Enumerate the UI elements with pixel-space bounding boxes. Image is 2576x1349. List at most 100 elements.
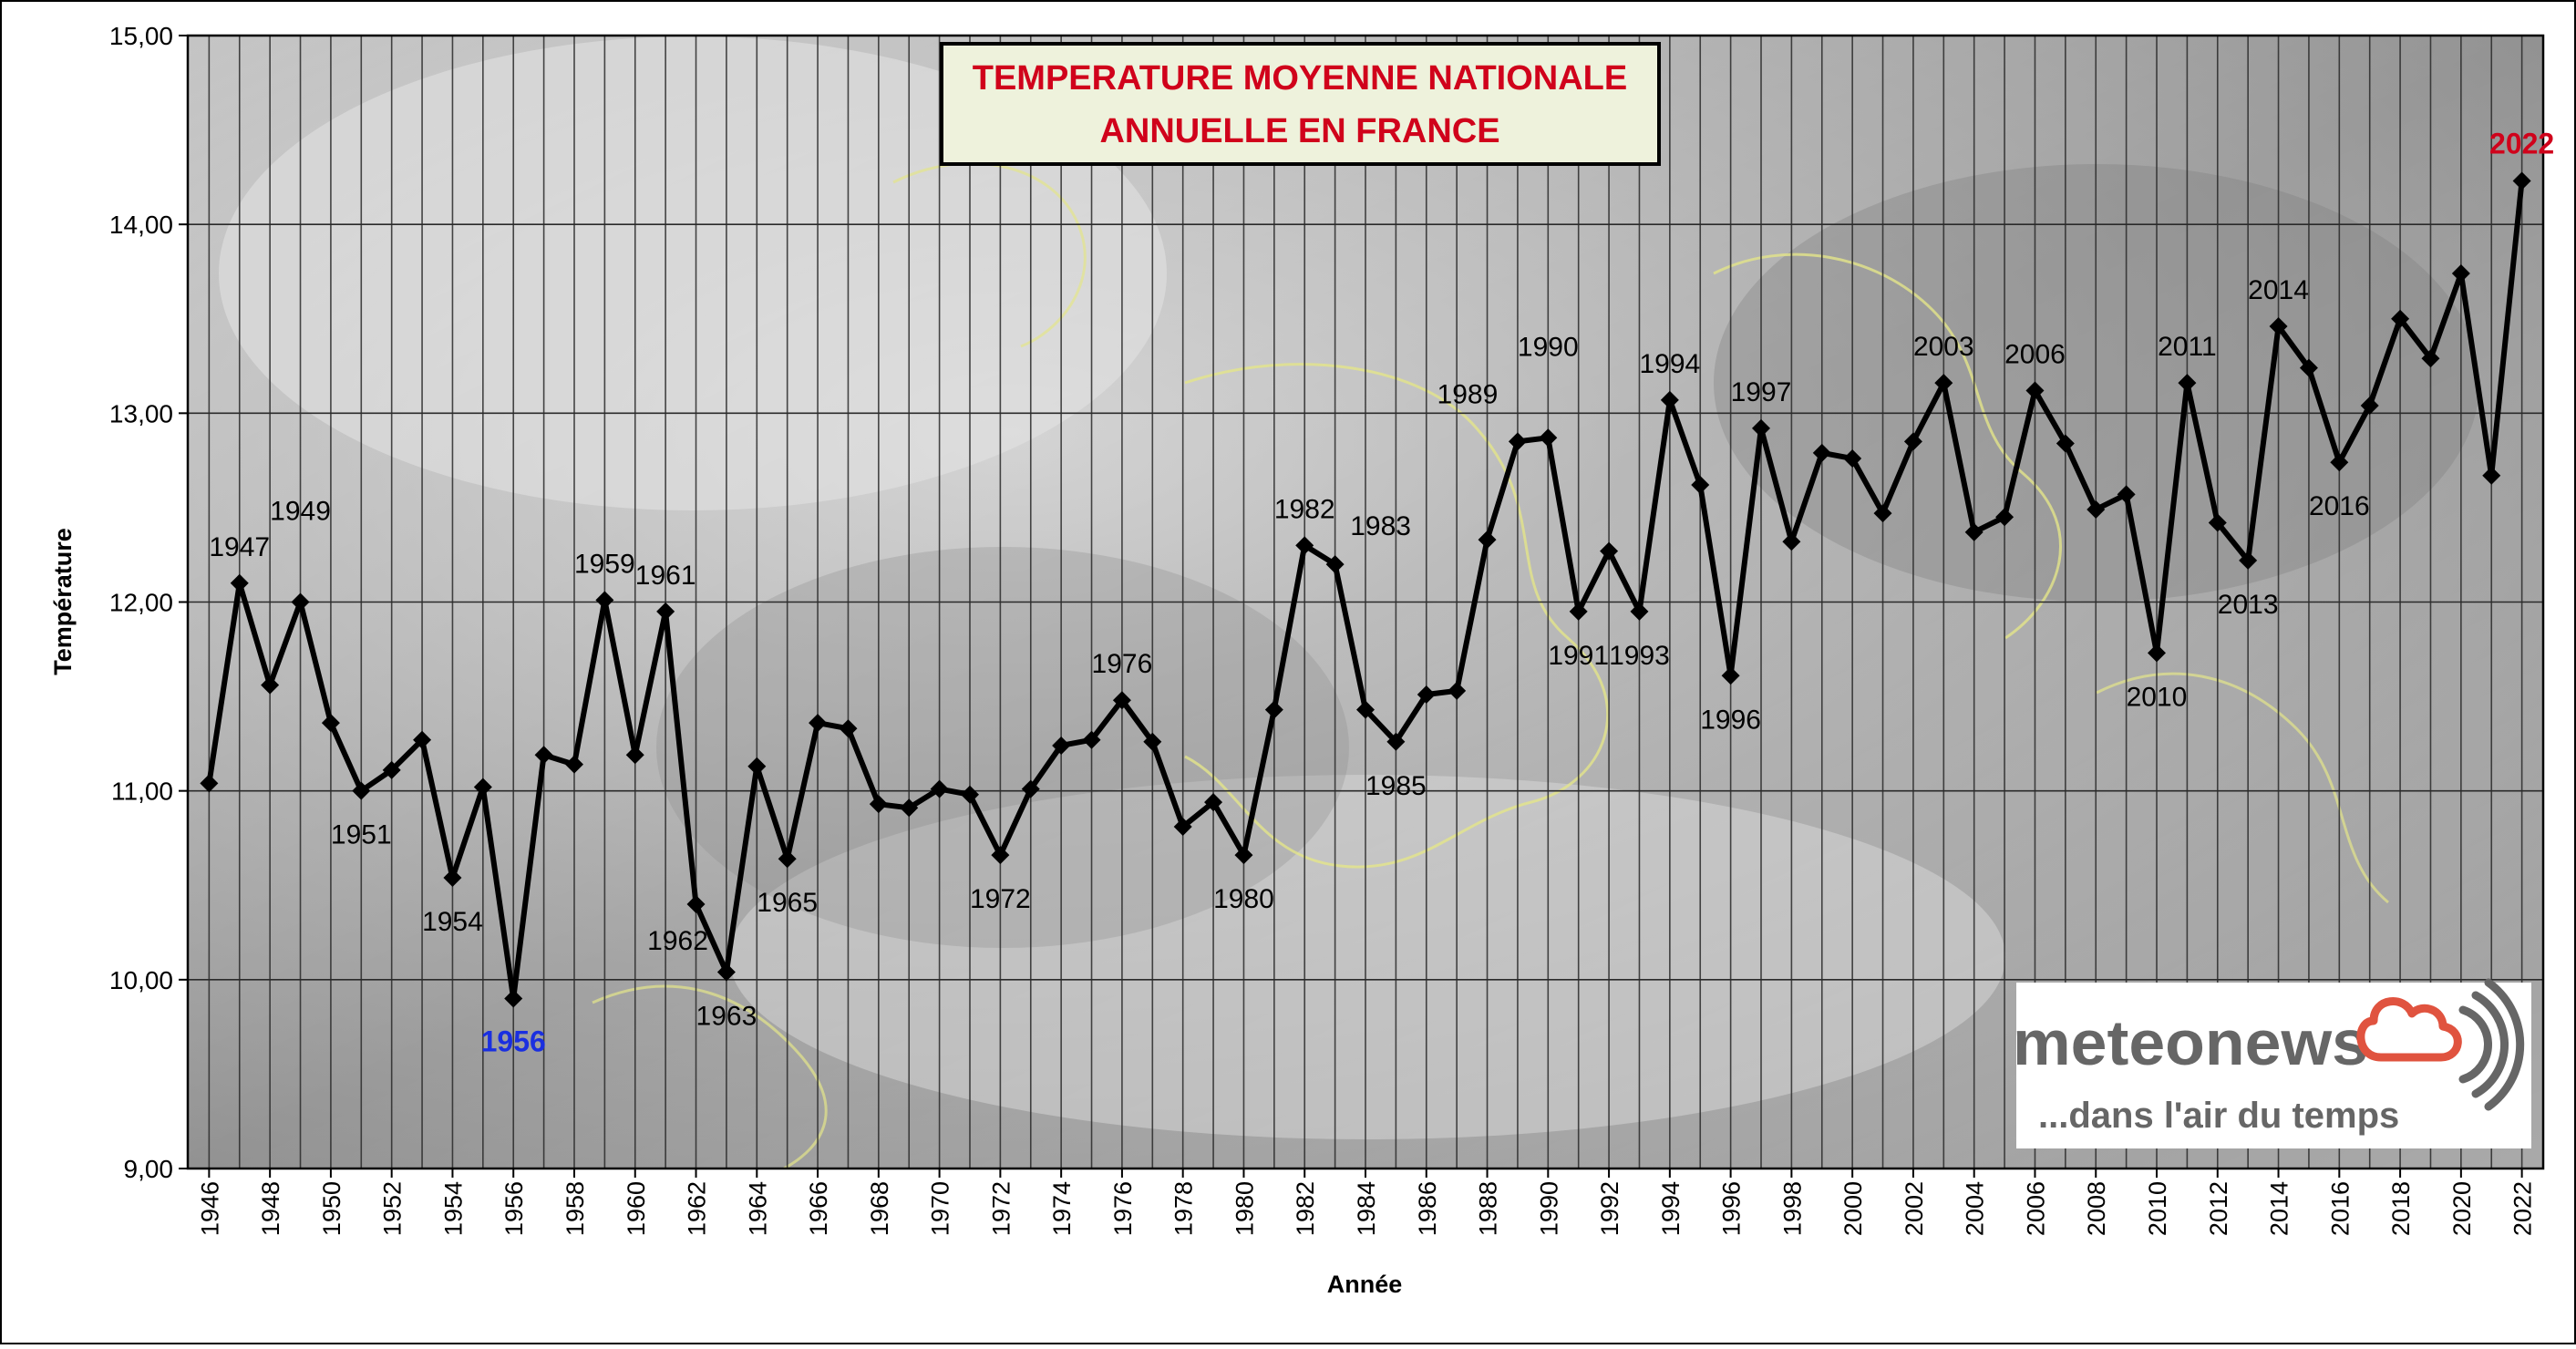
data-point-marker	[1052, 736, 1071, 755]
data-point-marker	[839, 719, 858, 738]
annotation-label: 1972	[970, 884, 1031, 914]
data-point-marker	[1386, 732, 1406, 751]
x-tick-label: 1968	[866, 1181, 893, 1236]
data-point-marker	[1934, 374, 1953, 393]
x-tick-label: 2002	[1901, 1181, 1928, 1236]
data-point-marker	[595, 591, 614, 610]
data-point-marker	[261, 675, 280, 695]
data-point-marker	[960, 785, 979, 804]
annotation-label: 1962	[647, 926, 708, 956]
cloud-icon	[2356, 997, 2462, 1062]
data-point-marker	[2391, 309, 2410, 328]
data-point-marker	[1325, 555, 1345, 574]
x-tick-label: 1958	[562, 1181, 589, 1236]
x-tick-label: 2018	[2387, 1181, 2415, 1236]
x-tick-label: 2006	[2022, 1181, 2049, 1236]
data-point-marker	[1964, 522, 1984, 541]
data-point-marker	[991, 846, 1010, 865]
data-point-marker	[1295, 536, 1314, 555]
x-tick-label: 1986	[1414, 1181, 1441, 1236]
data-point-marker	[2269, 317, 2288, 336]
data-point-marker	[1478, 530, 1497, 550]
x-tick-label: 1974	[1048, 1181, 1076, 1236]
data-point-marker	[230, 573, 249, 592]
annotation-label: 2013	[2218, 590, 2279, 620]
annotation-label: 1951	[331, 820, 392, 850]
annotation-label: 2014	[2248, 275, 2309, 305]
data-point-marker	[1356, 700, 1375, 719]
data-point-marker	[1569, 602, 1588, 621]
data-point-marker	[1021, 779, 1040, 798]
data-point-marker	[2148, 644, 2167, 663]
x-tick-label: 2014	[2266, 1181, 2293, 1236]
y-tick-label: 10,00	[109, 966, 173, 994]
data-point-marker	[534, 746, 553, 765]
x-tick-label: 2012	[2205, 1181, 2232, 1236]
data-point-marker	[1539, 428, 1558, 448]
annotation-label: 1991	[1548, 641, 1609, 671]
annotation-label: 1985	[1365, 771, 1427, 801]
annotation-label: 1990	[1518, 332, 1579, 362]
axes: 9,00 10,00 11,00 12,00 13,00 14,00 15,00 1946 19…	[109, 22, 2545, 1236]
data-point-marker	[2056, 434, 2075, 453]
annotation-label: 1947	[209, 532, 270, 562]
data-point-marker	[2208, 513, 2227, 532]
x-tick-label: 1970	[927, 1181, 954, 1236]
x-tick-label: 1952	[379, 1181, 407, 1236]
annotation-label: 1956	[481, 1025, 546, 1058]
x-tick-label: 2004	[1962, 1181, 1989, 1236]
series-markers	[200, 171, 2531, 1008]
data-point-marker	[2360, 396, 2379, 416]
data-point-marker	[443, 868, 462, 887]
x-tick-label: 1956	[500, 1181, 528, 1236]
data-point-marker	[747, 757, 767, 776]
x-tick-label: 1984	[1353, 1181, 1380, 1236]
x-tick-label: 1992	[1596, 1181, 1623, 1236]
x-tick-label: 2020	[2448, 1181, 2476, 1236]
x-tick-label: 1946	[196, 1181, 223, 1236]
x-tick-label: 1998	[1778, 1181, 1806, 1236]
data-point-marker	[1204, 793, 1223, 812]
y-tick-label: 9,00	[124, 1155, 174, 1183]
data-point-marker	[1234, 846, 1253, 865]
x-tick-label: 1960	[623, 1181, 650, 1236]
data-point-marker	[900, 798, 919, 818]
data-point-marker	[1173, 818, 1192, 837]
x-tick-label: 1978	[1170, 1181, 1198, 1236]
logo-brand-text: meteonews	[2013, 1007, 2368, 1078]
data-point-marker	[2512, 171, 2531, 191]
x-tick-label: 1948	[257, 1181, 284, 1236]
x-axis-title: Année	[1327, 1271, 1403, 1298]
data-point-marker	[2330, 453, 2349, 472]
data-point-marker	[1143, 732, 1162, 751]
data-point-marker	[473, 777, 492, 797]
title-box: TEMPERATURE MOYENNE NATIONALE ANNUELLE E…	[940, 42, 1661, 166]
y-tick-label: 11,00	[111, 777, 173, 806]
data-point-marker	[1417, 685, 1436, 705]
x-tick-label: 1988	[1475, 1181, 1502, 1236]
data-point-marker	[2117, 485, 2136, 504]
data-point-marker	[382, 760, 401, 779]
logo-tagline-text: ...dans l'air du temps	[2038, 1096, 2399, 1136]
annotation-label: 1976	[1092, 649, 1153, 679]
annotation-label: 2022	[2489, 128, 2554, 160]
data-point-marker	[1508, 432, 1527, 451]
annotation-label: 1980	[1213, 884, 1274, 914]
x-tick-label: 1962	[684, 1181, 711, 1236]
x-tick-label: 2010	[2144, 1181, 2171, 1236]
data-point-marker	[2421, 349, 2440, 368]
data-point-marker	[869, 795, 888, 814]
annotation-label: 2016	[2309, 491, 2370, 521]
x-tick-label: 1950	[318, 1181, 345, 1236]
data-point-marker	[1873, 504, 1892, 523]
x-tick-label: 1964	[744, 1181, 771, 1236]
data-point-marker	[1082, 730, 1101, 749]
x-tick-label: 1980	[1231, 1181, 1258, 1236]
data-point-marker	[716, 963, 736, 982]
annotation-label: 1993	[1609, 641, 1670, 671]
annotation-label: 2003	[1913, 332, 1974, 362]
data-point-marker	[1843, 449, 1862, 469]
annotation-label: 2006	[2004, 339, 2066, 369]
